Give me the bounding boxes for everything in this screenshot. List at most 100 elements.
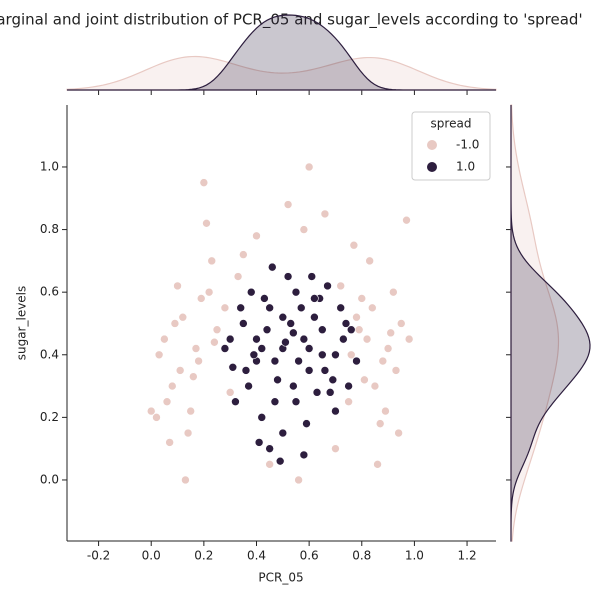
point <box>291 287 301 297</box>
point <box>278 312 288 322</box>
point <box>225 388 235 397</box>
point <box>373 460 382 469</box>
point <box>331 350 340 360</box>
point <box>286 319 296 328</box>
point <box>339 334 348 344</box>
point <box>336 303 346 313</box>
point <box>207 256 217 266</box>
point <box>310 294 319 303</box>
point <box>236 303 246 313</box>
marginal-x-kde <box>67 14 496 91</box>
point <box>239 319 248 328</box>
point <box>381 406 390 416</box>
point <box>228 362 238 372</box>
point <box>344 381 353 391</box>
point <box>291 397 301 407</box>
point <box>210 337 219 347</box>
point <box>357 294 367 303</box>
point <box>152 413 161 422</box>
marginal-y-kde <box>510 104 560 542</box>
point <box>368 303 377 313</box>
point <box>317 350 327 360</box>
point <box>162 397 172 407</box>
point <box>391 366 401 375</box>
point <box>281 337 290 347</box>
legend-label: -1.0 <box>456 138 479 152</box>
point <box>194 356 203 366</box>
y-tick-label: 0.8 <box>40 222 59 236</box>
y-tick-label: 0.6 <box>40 285 59 299</box>
point <box>360 375 369 385</box>
point <box>344 397 353 407</box>
point <box>375 419 385 428</box>
point <box>352 312 361 322</box>
point <box>317 325 327 335</box>
point <box>265 303 274 313</box>
point <box>267 262 277 272</box>
point <box>265 460 274 469</box>
point <box>307 272 317 281</box>
point <box>257 413 267 422</box>
y-tick-label: 1.0 <box>40 159 59 173</box>
point <box>233 272 243 281</box>
point <box>302 419 311 428</box>
point <box>265 444 274 453</box>
point <box>341 319 351 328</box>
point <box>294 475 303 485</box>
x-tick-label: 0.6 <box>300 549 319 563</box>
point <box>304 366 314 375</box>
y-tick-label: 0.0 <box>40 472 59 486</box>
point <box>362 334 372 344</box>
point <box>154 350 164 360</box>
point <box>289 328 298 338</box>
marginal-x-kde <box>66 55 497 91</box>
point <box>312 388 322 397</box>
point <box>231 397 240 407</box>
point <box>328 375 338 385</box>
point <box>249 350 259 360</box>
point <box>299 450 309 460</box>
point <box>252 334 261 344</box>
point <box>402 215 411 225</box>
point <box>378 356 388 366</box>
point <box>323 281 332 291</box>
legend-label: 1.0 <box>456 160 475 174</box>
point <box>310 312 319 322</box>
point <box>204 287 214 297</box>
point <box>252 231 261 241</box>
point <box>296 303 306 313</box>
point <box>178 312 188 322</box>
point <box>354 325 364 335</box>
point <box>165 438 174 447</box>
point <box>289 381 298 391</box>
point <box>196 294 206 303</box>
legend-marker <box>427 162 437 172</box>
point <box>346 350 356 360</box>
point <box>396 319 406 328</box>
point <box>257 344 267 353</box>
point <box>352 356 361 366</box>
x-tick-label: 1.0 <box>405 549 424 563</box>
point <box>331 444 340 453</box>
x-tick-label: 0.8 <box>352 549 371 563</box>
point <box>283 200 293 209</box>
legend-marker <box>427 140 437 150</box>
point <box>349 240 359 250</box>
point <box>254 438 264 447</box>
point <box>299 225 309 234</box>
point <box>404 334 414 344</box>
point <box>273 375 282 385</box>
point <box>212 325 222 335</box>
point <box>244 381 253 391</box>
point <box>160 334 169 344</box>
point <box>320 209 330 219</box>
point <box>365 256 374 266</box>
point <box>370 381 380 391</box>
point <box>394 428 403 438</box>
marginal-y-kde <box>510 105 591 542</box>
point <box>199 178 209 187</box>
point <box>186 406 195 416</box>
point <box>260 294 269 303</box>
x-axis-label: PCR_05 <box>258 571 303 585</box>
point <box>346 325 356 335</box>
